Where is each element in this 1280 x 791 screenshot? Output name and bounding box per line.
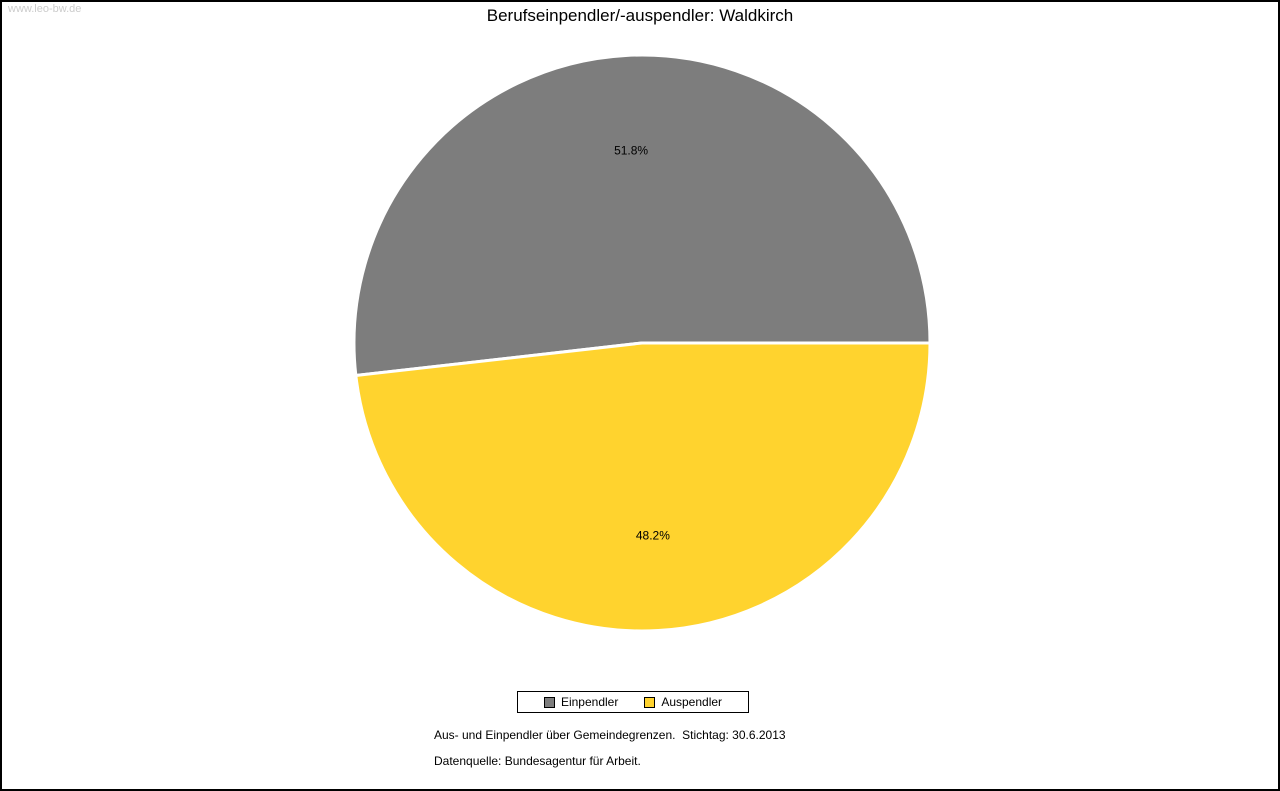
footnote-line-2: Datenquelle: Bundesagentur für Arbeit. [434,754,641,768]
legend-label-einpendler: Einpendler [560,695,619,709]
legend: Einpendler Auspendler [517,691,749,713]
pie-slice-einpendler [352,53,932,378]
legend-item-einpendler: Einpendler [543,695,619,709]
legend-swatch-auspendler [644,696,656,708]
chart-title: Berufseinpendler/-auspendler: Waldkirch [486,6,794,25]
legend-label-auspendler: Auspendler [661,695,723,709]
legend-swatch-einpendler [543,696,555,708]
pie-slice-auspendler [354,341,932,633]
pie-slice-label-auspendler: 48.2% [636,529,670,543]
watermark: www.leo-bw.de [8,3,82,15]
legend-item-auspendler: Auspendler [644,695,722,709]
footnote-line-1: Aus- und Einpendler über Gemeindegrenzen… [434,728,786,742]
pie-slice-label-einpendler: 51.8% [614,143,648,157]
